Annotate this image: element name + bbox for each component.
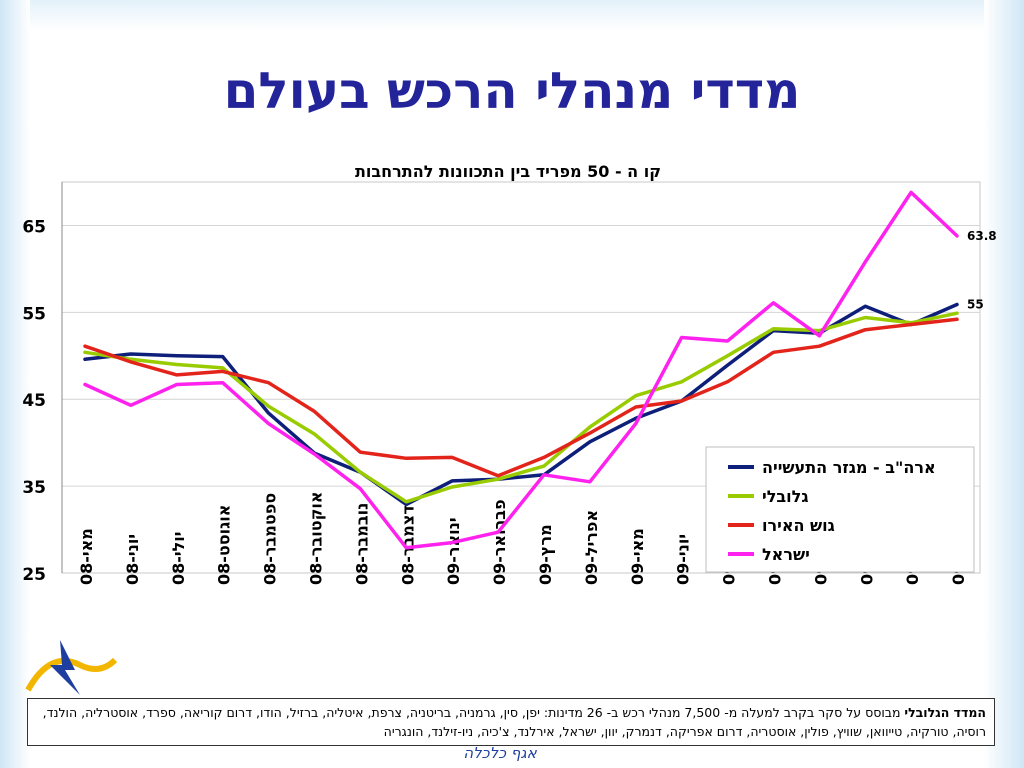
end-value-label: 63.8 [967,229,997,243]
legend-label: גוש האירו [762,516,835,535]
background-stripe-left [0,0,30,768]
x-tick-label: נובמבר-08 [352,503,371,585]
x-tick-label: יוני-09 [674,534,693,585]
y-tick-label: 35 [22,478,46,498]
x-tick-label: יוני-08 [123,534,142,585]
footnote-text: מבוסס על סקר בקרב למעלה מ- 7,500 מנהלי ר… [42,705,986,739]
footnote-box: המדד הגלובלי מבוסס על סקר בקרב למעלה מ- … [27,698,995,746]
x-tick-label: אוגוסט-08 [215,505,234,585]
chart-legend: ארה"ב - מגזר התעשייה גלובלי גוש האירו ישראל [705,446,975,573]
x-tick-label: מרץ-09 [536,524,555,585]
x-tick-label: יולי-08 [169,532,188,586]
x-tick-label: מאי-08 [77,528,96,585]
background-stripe-right [984,0,1024,768]
legend-label: גלובלי [762,487,808,506]
x-tick-label: פברואר-09 [490,499,509,585]
x-tick-label: אוקטובר-08 [306,491,325,585]
series-line [83,190,959,550]
x-tick-label: ספטמבר-08 [261,493,280,585]
y-tick-label: 45 [22,391,46,411]
label-layer: 63.8 55 [967,229,997,312]
end-value-label: 55 [967,298,984,312]
pmi-line-chart: קו ה - 50 מפריד בין התכוונות להתרחבות 25… [22,162,997,586]
footnote-bold: המדד הגלובלי [904,705,986,720]
x-tick-label: מאי-09 [628,528,647,585]
bottom-caption: אגף כלכלה [463,744,537,762]
legend-label: ארה"ב - מגזר התעשייה [762,458,936,477]
x-tick-label: אפריל-09 [582,510,601,585]
y-tick-label: 55 [22,304,46,324]
background-band-top [0,0,1024,30]
organization-logo [20,630,120,704]
chart-title: קו ה - 50 מפריד בין התכוונות להתרחבות [355,162,661,181]
y-tick-label: 25 [22,565,46,585]
slide-title: מדדי מנהלי הרכש בעולם [223,62,801,120]
legend-label: ישראל [762,545,810,564]
series-line [83,317,959,478]
x-tick-label: ינואר-09 [444,517,463,585]
series-line [83,302,959,507]
x-tick-label: דצמבר-08 [398,505,417,585]
series-layer [83,190,959,550]
y-tick-label: 65 [22,217,46,237]
